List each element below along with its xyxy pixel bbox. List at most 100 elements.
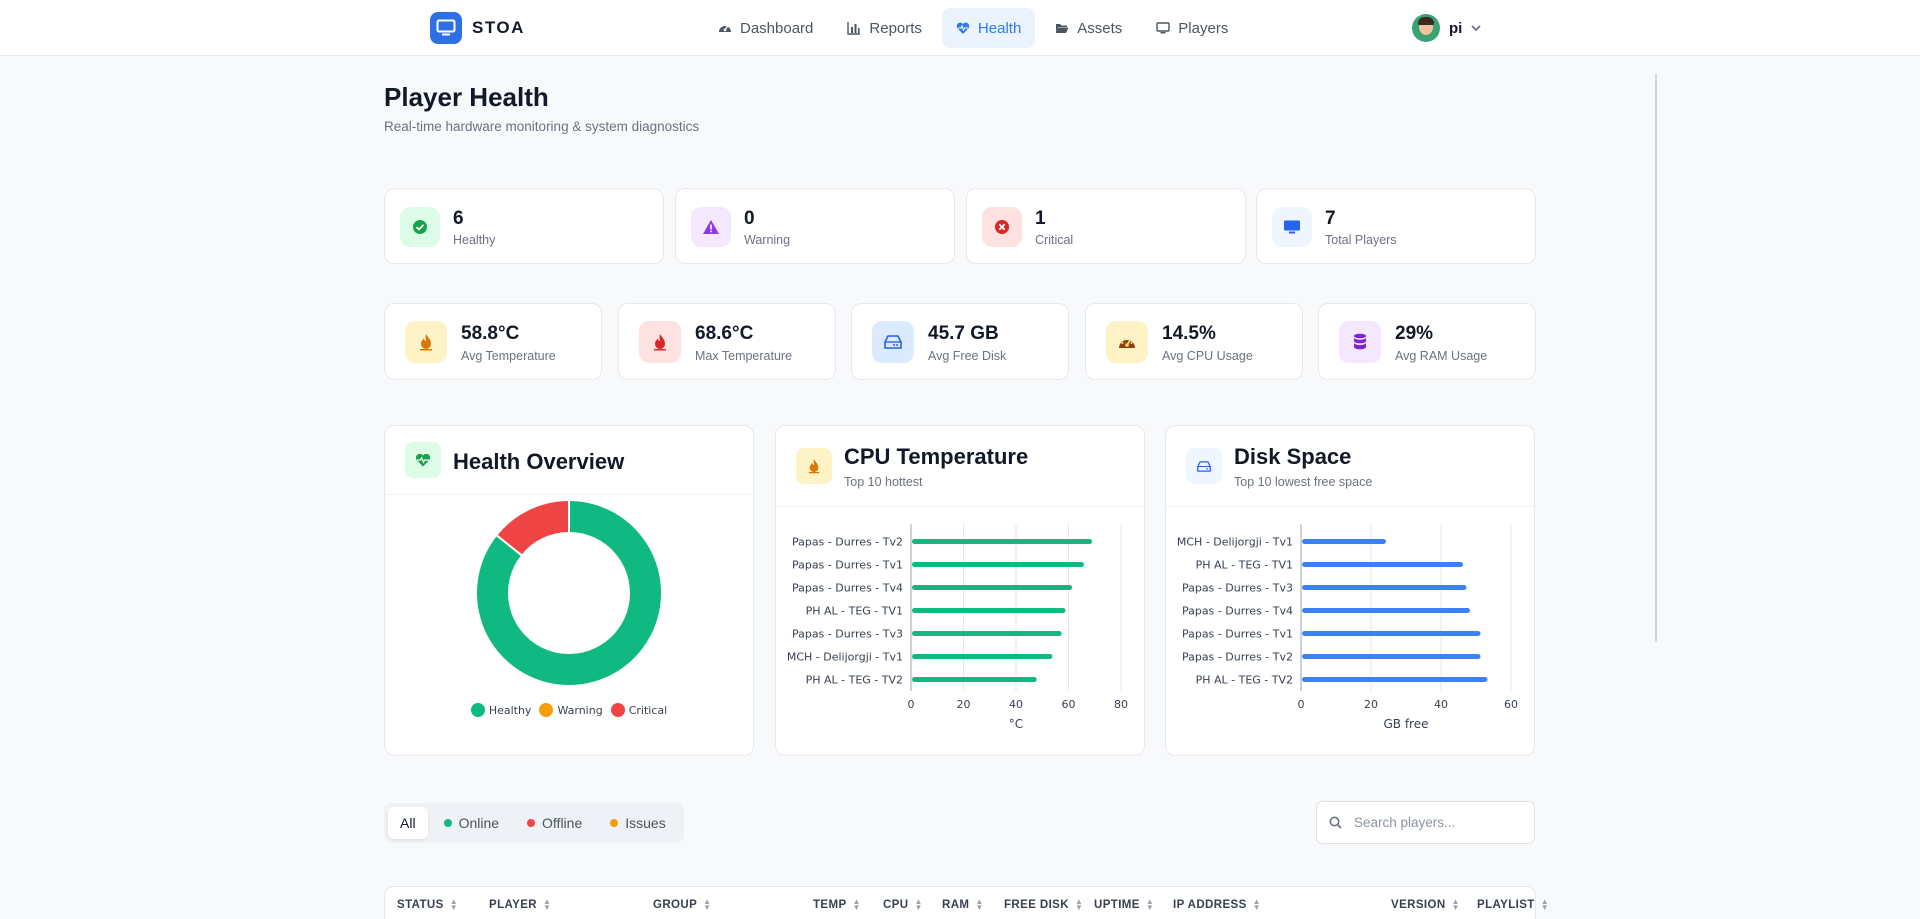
bar[interactable] (1302, 562, 1463, 567)
tick-label: 40 (1009, 698, 1023, 711)
x-axis-label: °C (1009, 717, 1023, 731)
bar[interactable] (1302, 631, 1481, 636)
stat-label: Healthy (453, 233, 496, 247)
total-players-card[interactable]: 7 Total Players (1256, 188, 1536, 264)
column-label: VERSION (1391, 899, 1446, 911)
bar[interactable] (1302, 608, 1470, 613)
metric-label: Avg Free Disk (928, 349, 1007, 363)
panel-header: CPU Temperature Top 10 hottest (776, 426, 1144, 507)
disk-space-chart: 0 20 40 60 MCH - Delijorgji - Tv1 PH AL - TEG… (1177, 524, 1518, 731)
metric-value: 14.5% (1162, 323, 1216, 344)
column-temp[interactable]: TEMP ▲ ▼ (813, 897, 861, 912)
metric-label: Max Temperature (695, 349, 793, 363)
tick-label: 80 (1114, 698, 1128, 711)
nav-assets[interactable]: Assets (1041, 8, 1136, 48)
bar[interactable] (912, 654, 1053, 659)
bar[interactable] (912, 539, 1093, 544)
bar[interactable] (912, 677, 1037, 682)
search-box[interactable] (1316, 801, 1535, 844)
filter-offline[interactable]: Offline (515, 807, 594, 839)
warning-card[interactable]: 0 Warning (675, 188, 955, 264)
heartbeat-icon (405, 442, 441, 478)
sort-icon: ▲ ▼ (852, 897, 861, 912)
user-name: pi (1449, 19, 1463, 37)
nav-dashboard[interactable]: Dashboard (704, 8, 827, 48)
x-circle-icon (982, 207, 1022, 247)
bar[interactable] (1302, 585, 1467, 590)
donut-slice-healthy[interactable] (475, 501, 663, 687)
issues-dot (610, 819, 619, 827)
legend-label: Healthy (488, 703, 532, 717)
critical-card[interactable]: 1 Critical (966, 188, 1246, 264)
filter-all[interactable]: All (388, 807, 428, 839)
column-cpu[interactable]: CPU ▲ ▼ (883, 897, 923, 912)
filter-issues[interactable]: Issues (598, 807, 677, 839)
avg-free-disk-card: 45.7 GB Avg Free Disk (851, 303, 1069, 380)
column-free-disk[interactable]: FREE DISK ▲ ▼ (1004, 897, 1084, 912)
bar[interactable] (912, 562, 1084, 567)
bar[interactable] (1302, 539, 1386, 544)
tick-label: 20 (957, 698, 971, 711)
sort-icon: ▲ ▼ (1451, 897, 1460, 912)
column-group[interactable]: GROUP ▲ ▼ (653, 897, 712, 912)
offline-dot (527, 819, 536, 827)
user-menu[interactable]: pi (1412, 14, 1481, 42)
column-label: FREE DISK (1004, 899, 1069, 911)
category-label: Papas - Durres - Tv3 (1182, 582, 1293, 595)
sort-icon: ▲ ▼ (1074, 897, 1084, 912)
main-nav: Dashboard Reports Health Assets Players (704, 8, 1242, 48)
nav-health[interactable]: Health (941, 8, 1036, 48)
chart-legend: Healthy Warning Critical (385, 703, 753, 717)
column-label: RAM (942, 899, 970, 911)
column-uptime[interactable]: UPTIME ▲ ▼ (1094, 897, 1155, 912)
legend-label: Warning (557, 703, 603, 717)
sort-icon: ▲ ▼ (914, 897, 923, 912)
avatar (1412, 14, 1440, 42)
legend-item-warning[interactable]: Warning (539, 703, 603, 717)
sort-icon: ▲ ▼ (975, 897, 984, 912)
panel-title: Health Overview (453, 449, 625, 474)
bar[interactable] (912, 585, 1073, 590)
bar[interactable] (1302, 677, 1488, 682)
legend-item-healthy[interactable]: Healthy (470, 703, 532, 717)
column-ip-address[interactable]: IP ADDRESS ▲ ▼ (1173, 898, 1261, 912)
healthy-card[interactable]: 6 Healthy (384, 188, 664, 264)
bar[interactable] (912, 608, 1066, 613)
scrollbar[interactable] (1655, 74, 1657, 642)
donut-slice-critical[interactable] (494, 501, 570, 557)
search-icon (1329, 816, 1342, 829)
bar[interactable] (1302, 654, 1481, 659)
bar[interactable] (912, 631, 1062, 636)
folder-open-icon (1056, 24, 1069, 33)
stat-label: Critical (1035, 233, 1074, 247)
avg-temperature-card: 58.8°C Avg Temperature (384, 303, 602, 380)
panel-subtitle: Top 10 lowest free space (1234, 475, 1373, 489)
stat-value: 6 (453, 208, 464, 229)
nav-players[interactable]: Players (1142, 8, 1242, 48)
sort-icon: ▲ ▼ (703, 897, 712, 912)
disk-space-panel: Disk Space Top 10 lowest free space 0 20 4… (1165, 425, 1535, 756)
hard-drive-icon (872, 321, 914, 363)
metric-label: Avg CPU Usage (1162, 349, 1253, 363)
search-input[interactable] (1354, 815, 1514, 830)
stat-value: 1 (1035, 208, 1046, 229)
nav-reports[interactable]: Reports (833, 8, 936, 48)
panel-header: Disk Space Top 10 lowest free space (1166, 426, 1534, 507)
brand[interactable]: STOA (430, 12, 525, 44)
column-label: GROUP (653, 899, 698, 911)
category-label: Papas - Durres - Tv1 (792, 559, 903, 572)
column-version[interactable]: VERSION ▲ ▼ (1391, 897, 1460, 912)
metric-value: 45.7 GB (928, 323, 999, 344)
legend-item-critical[interactable]: Critical (610, 703, 667, 717)
cpu-temperature-chart: 0 20 40 60 80 Papas - Durres - Tv2 Papas - Dur… (787, 524, 1128, 731)
sort-icon: ▲ ▼ (1145, 897, 1155, 912)
panel-subtitle: Top 10 hottest (844, 475, 923, 489)
check-circle-icon (400, 207, 440, 247)
gauge-icon (719, 25, 731, 32)
column-ram[interactable]: RAM ▲ ▼ (942, 897, 984, 912)
health-donut-chart (475, 501, 663, 687)
filter-online[interactable]: Online (432, 807, 511, 839)
column-playlist[interactable]: PLAYLIST ▲ ▼ (1477, 898, 1549, 912)
column-status[interactable]: STATUS ▲ ▼ (397, 898, 458, 912)
column-player[interactable]: PLAYER ▲ ▼ (489, 898, 551, 912)
